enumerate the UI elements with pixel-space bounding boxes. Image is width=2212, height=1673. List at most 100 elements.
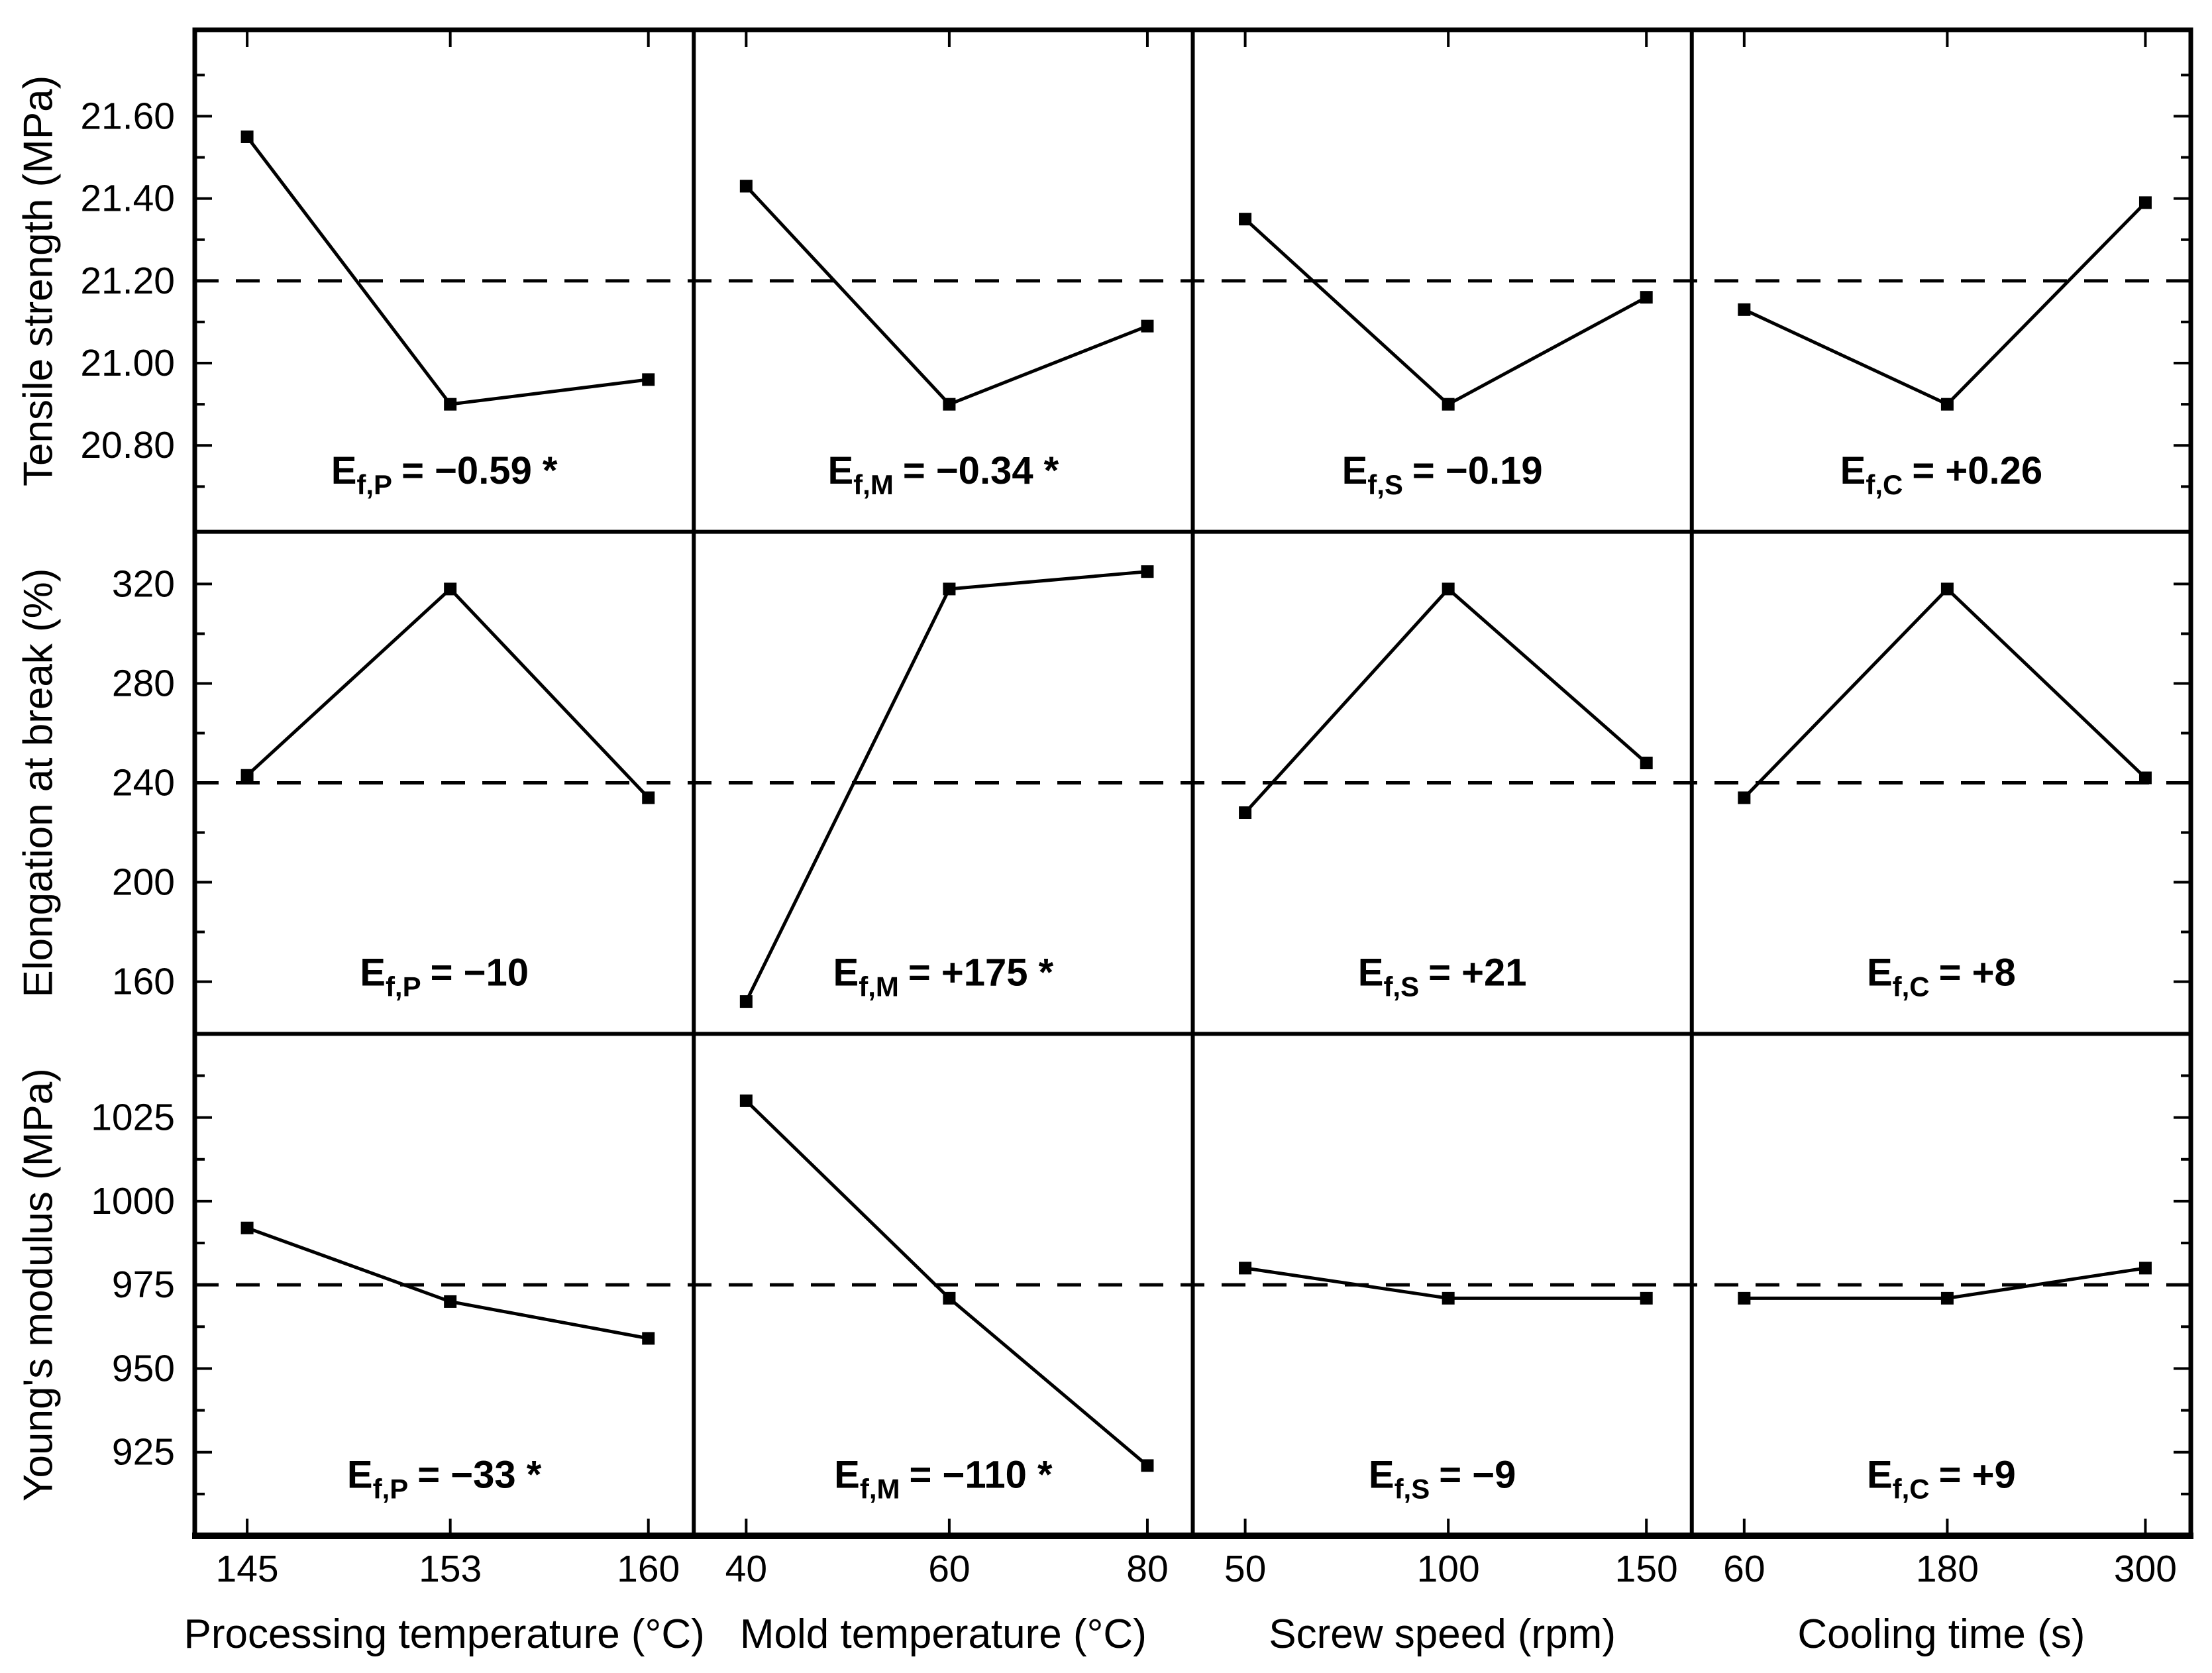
data-point-marker <box>1738 791 1751 804</box>
panel-r2-c4: Ef,C = +8 <box>1738 582 2152 1002</box>
panel-r2-c1: Ef,P = −10 <box>240 582 655 1002</box>
effect-label: Ef,C = +0.26 <box>1840 449 2042 500</box>
x-axis-title: Processing temperature (°C) <box>184 1611 704 1657</box>
panel-r3-c1: Ef,P = −33 * <box>240 1221 655 1504</box>
effect-value: = −110 * <box>909 1453 1053 1496</box>
data-point-marker <box>1640 756 1653 769</box>
effect-prefix: E <box>331 449 357 492</box>
data-point-marker <box>1141 319 1154 333</box>
y-tick-label: 240 <box>112 762 175 804</box>
data-point-marker <box>444 1295 457 1308</box>
x-axis-title: Mold temperature (°C) <box>740 1611 1147 1657</box>
data-point-marker <box>943 398 956 411</box>
y-tick-label: 21.60 <box>80 95 175 137</box>
effect-value: = +0.26 <box>1912 449 2042 492</box>
data-point-marker <box>1141 565 1154 578</box>
data-point-marker <box>2138 1262 2152 1275</box>
y-tick-label: 975 <box>112 1264 175 1306</box>
y-tick-label: 1025 <box>91 1097 175 1139</box>
data-point-marker <box>642 791 655 804</box>
data-point-marker <box>1738 1291 1751 1305</box>
effect-subscript: f,P <box>373 1473 409 1504</box>
y-tick-label: 950 <box>112 1347 175 1389</box>
effect-value: = +8 <box>1939 951 2016 995</box>
effect-value: = +9 <box>1939 1453 2016 1496</box>
y-tick-label: 21.20 <box>80 260 175 302</box>
y-tick-label: 20.80 <box>80 424 175 466</box>
effect-subscript: f,P <box>386 971 421 1002</box>
x-tick-label: 180 <box>1916 1548 1979 1590</box>
effect-label: Ef,M = −0.34 * <box>827 449 1059 500</box>
panel-r1-c4: Ef,C = +0.26 <box>1738 196 2152 500</box>
x-tick-label: 145 <box>216 1548 279 1590</box>
y-tick-label: 925 <box>112 1431 175 1474</box>
data-point-marker <box>1442 1291 1455 1305</box>
y-axis-title: Elongation at break (%) <box>16 568 62 998</box>
data-point-marker <box>2138 771 2152 784</box>
effect-subscript: f,C <box>1893 971 1930 1002</box>
x-tick-label: 60 <box>928 1548 970 1590</box>
effect-value: = +175 * <box>908 951 1054 995</box>
panel-r2-c3: Ef,S = +21 <box>1239 582 1653 1002</box>
panel-r3-c3: Ef,S = −9 <box>1239 1262 1653 1504</box>
data-point-marker <box>1640 1291 1653 1305</box>
x-tick-label: 60 <box>1723 1548 1765 1590</box>
effect-subscript: f,S <box>1367 469 1403 500</box>
effect-label: Ef,P = −0.59 * <box>331 449 558 500</box>
data-point-marker <box>739 180 753 193</box>
effect-label: Ef,M = −110 * <box>834 1453 1053 1504</box>
panel-r3-c2: Ef,M = −110 * <box>739 1094 1154 1504</box>
x-tick-label: 40 <box>725 1548 767 1590</box>
data-point-marker <box>739 995 753 1008</box>
data-point-marker <box>739 1094 753 1107</box>
effect-subscript: f,P <box>356 469 392 500</box>
effect-subscript: f,M <box>859 971 899 1002</box>
x-tick-label: 153 <box>419 1548 482 1590</box>
data-point-marker <box>444 582 457 596</box>
data-point-marker <box>240 1221 254 1234</box>
effect-label: Ef,S = +21 <box>1358 951 1527 1002</box>
y-tick-label: 21.40 <box>80 178 175 220</box>
x-tick-label: 150 <box>1615 1548 1678 1590</box>
data-point-marker <box>1940 1291 1954 1305</box>
y-axis-title: Young's modulus (MPa) <box>16 1068 62 1501</box>
effect-subscript: f,M <box>853 469 894 500</box>
effect-label: Ef,M = +175 * <box>833 951 1054 1002</box>
effect-prefix: E <box>1840 449 1866 492</box>
effect-label: Ef,P = −10 <box>360 951 529 1002</box>
effect-label: Ef,C = +8 <box>1867 951 2016 1002</box>
x-tick-label: 160 <box>617 1548 680 1590</box>
data-point-marker <box>1141 1459 1154 1472</box>
effect-prefix: E <box>1342 449 1368 492</box>
data-point-marker <box>240 130 254 143</box>
effect-value: = −10 <box>431 951 529 995</box>
panel-r2-c2: Ef,M = +175 * <box>739 565 1154 1008</box>
data-point-marker <box>2138 196 2152 209</box>
y-tick-label: 1000 <box>91 1180 175 1222</box>
x-tick-label: 300 <box>2114 1548 2177 1590</box>
effect-label: Ef,S = −9 <box>1369 1453 1516 1504</box>
x-axis-title: Cooling time (s) <box>1797 1611 2085 1657</box>
data-point-marker <box>1940 582 1954 596</box>
y-tick-label: 320 <box>112 563 175 605</box>
effect-value: = −0.34 * <box>903 449 1059 492</box>
effect-value: = +21 <box>1428 951 1526 995</box>
effect-subscript: f,M <box>860 1473 900 1504</box>
effect-prefix: E <box>347 1453 373 1496</box>
effect-prefix: E <box>1358 951 1384 995</box>
x-tick-label: 80 <box>1126 1548 1168 1590</box>
data-point-marker <box>1239 806 1252 820</box>
data-point-marker <box>642 373 655 386</box>
effect-label: Ef,S = −0.19 <box>1342 449 1543 500</box>
data-point-marker <box>1940 398 1954 411</box>
effect-value: = −0.19 <box>1412 449 1543 492</box>
panel-r1-c2: Ef,M = −0.34 * <box>739 180 1154 500</box>
x-tick-label: 50 <box>1224 1548 1266 1590</box>
effect-subscript: f,C <box>1893 1473 1930 1504</box>
effect-value: = −0.59 * <box>401 449 558 492</box>
y-tick-label: 280 <box>112 662 175 704</box>
effect-label: Ef,P = −33 * <box>347 1453 542 1504</box>
effect-label: Ef,C = +9 <box>1867 1453 2016 1504</box>
